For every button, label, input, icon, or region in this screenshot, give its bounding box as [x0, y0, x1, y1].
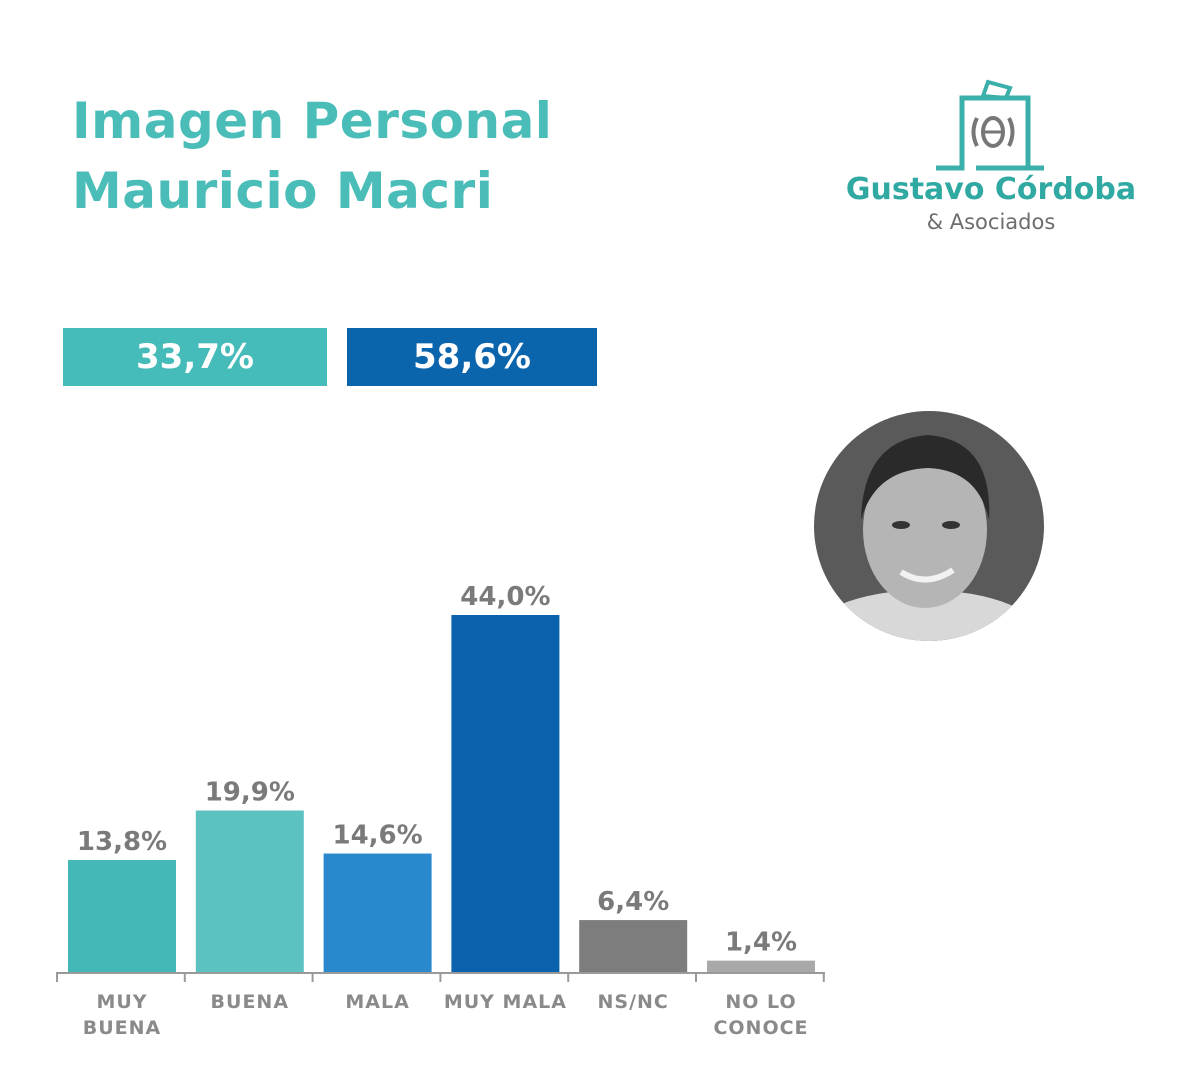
title-line-1: Imagen Personal [72, 92, 553, 150]
positive-image-total: 33,7% [63, 328, 327, 386]
value-label: 44,0% [460, 582, 550, 612]
negative-image-total: 58,6% [347, 328, 597, 386]
bar [323, 853, 432, 972]
value-label: 19,9% [205, 778, 295, 808]
bar [68, 860, 176, 972]
category-label: BUENA [211, 991, 290, 1013]
category-label: MALA [345, 991, 409, 1013]
bar [579, 920, 688, 972]
logo-name: Gustavo Córdoba [845, 172, 1137, 207]
value-label: 1,4% [725, 928, 797, 958]
value-label: 6,4% [597, 887, 669, 917]
value-label: 13,8% [77, 827, 167, 857]
portrait-photo [814, 411, 1044, 641]
category-label: MUY MALA [444, 991, 567, 1013]
title-line-2: Mauricio Macri [72, 162, 494, 220]
category-label: BUENA [83, 1017, 162, 1039]
category-label: NS/NC [598, 991, 669, 1013]
ballot-box-icon [936, 79, 1044, 171]
bar [451, 615, 560, 972]
category-label: MUY [96, 991, 147, 1013]
category-label: NO LO [725, 991, 796, 1013]
bar [195, 810, 304, 972]
bar [707, 960, 815, 972]
category-label: CONOCE [713, 1017, 808, 1039]
bar-chart: 13,8% MUY BUENA 19,9% BUENA 14,6% MALA 44,0% MUY… [56, 582, 825, 1039]
logo-subtitle: & Asociados [926, 210, 1056, 234]
value-label: 14,6% [332, 821, 422, 851]
